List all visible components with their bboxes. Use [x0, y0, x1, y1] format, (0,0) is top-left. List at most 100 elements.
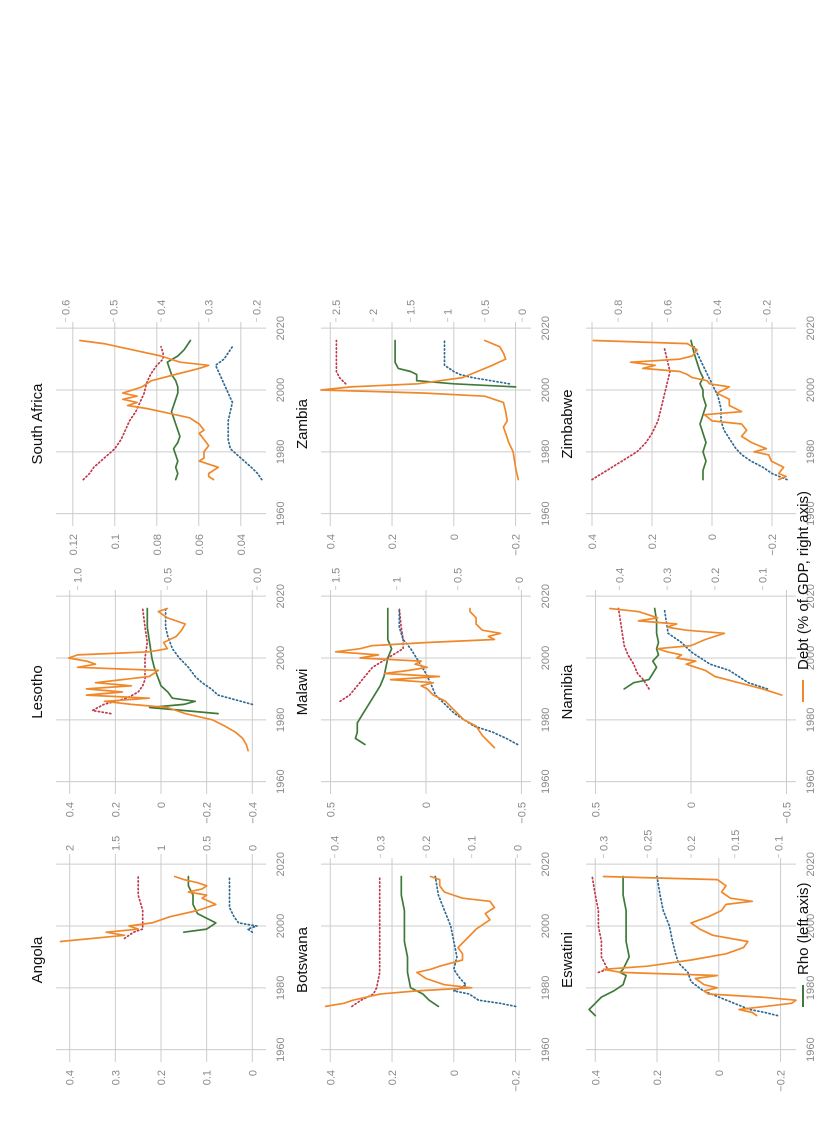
- x-tick-label: 1960: [540, 501, 552, 525]
- left-tick-label: 0.3: [110, 1070, 122, 1085]
- x-tick-label: 1960: [540, 769, 552, 793]
- x-tick-label: 2020: [540, 584, 552, 608]
- left-tick-label: 0.2: [110, 802, 122, 817]
- x-tick-label: 2000: [275, 914, 287, 938]
- left-tick-label: 0.4: [590, 1070, 602, 1085]
- left-tick-label: −0.2: [511, 1070, 523, 1092]
- panel-title: Namibia: [559, 664, 576, 720]
- panel-eswatini: Eswatini 1960 1980 2000 2020 0.4 0.2 0 −0.2 0.3 0.…: [559, 830, 817, 1092]
- left-tick-label: 0.12: [68, 534, 80, 555]
- left-tick-label: −0.5: [781, 802, 793, 824]
- debt-series-line: [320, 339, 520, 481]
- right-tick-label: 0.3: [662, 568, 674, 583]
- dotted-series-blue: [656, 875, 779, 1017]
- right-tick-label: 0.15: [730, 830, 742, 851]
- dotted-series-blue: [398, 607, 519, 746]
- right-tick-label: 0.5: [480, 300, 492, 315]
- rho-series-line: [690, 339, 707, 481]
- x-tick-label: 2000: [540, 378, 552, 402]
- left-tick-label: 0.4: [587, 534, 599, 549]
- dotted-series-red: [335, 339, 347, 385]
- legend: Rho (left axis) Debt (% of GDP, right axi…: [795, 491, 812, 1007]
- left-tick-label: 0: [421, 802, 433, 808]
- left-tick-label: 0.4: [325, 534, 337, 549]
- x-tick-label: 1980: [540, 976, 552, 1000]
- panel-angola: Angola 1960 1980 2000 2020 0.4 0.3 0.2 0.1 0 2 1.5 1…: [29, 836, 287, 1086]
- left-tick-label: 0.2: [387, 534, 399, 549]
- left-tick-label: 0.2: [647, 534, 659, 549]
- dotted-series-red: [591, 345, 671, 481]
- dotted-series-blue: [663, 607, 769, 690]
- legend-label: Rho (left axis): [795, 882, 812, 975]
- left-tick-label: 0.4: [65, 802, 77, 817]
- x-tick-label: 2020: [805, 852, 817, 876]
- right-tick-label: 0.1: [758, 568, 770, 583]
- debt-series-line: [59, 875, 217, 943]
- right-tick-label: 1: [392, 577, 404, 583]
- right-tick-label: 0.4: [614, 568, 626, 583]
- debt-series-line: [602, 875, 797, 1017]
- x-tick-label: 2020: [540, 852, 552, 876]
- left-tick-label: −0.5: [516, 802, 528, 824]
- right-tick-label: 1.5: [405, 300, 417, 315]
- left-tick-label: 0: [247, 1070, 259, 1076]
- rho-series-line: [623, 607, 660, 690]
- x-tick-label: 1960: [275, 769, 287, 793]
- right-tick-label: 0.0: [252, 568, 264, 583]
- left-tick-label: 0.06: [194, 534, 206, 555]
- panel-title: Eswatini: [559, 932, 576, 988]
- panel-title: Botswana: [294, 926, 311, 993]
- left-tick-label: 0.5: [591, 802, 603, 817]
- x-tick-label: 2020: [275, 584, 287, 608]
- x-tick-label: 1980: [805, 976, 817, 1000]
- x-tick-label: 2020: [275, 852, 287, 876]
- debt-series-line: [79, 339, 220, 481]
- panel-malawi: Malawi 1960 1980 2000 2020 0.5 0 −0.5 1.5 1 0.5 0: [294, 568, 552, 824]
- left-tick-label: 0.4: [65, 1070, 77, 1085]
- panel-zimbabwe: Zimbabwe 1960 1980 2000 2020 0.4 0.2 0 −0.2 0.8 0.…: [559, 300, 817, 556]
- x-tick-label: 2020: [540, 316, 552, 340]
- panel-title: Zimbabwe: [559, 389, 576, 458]
- right-tick-label: 0.2: [421, 836, 433, 851]
- right-tick-label: 0.3: [204, 300, 216, 315]
- left-tick-label: 0: [707, 534, 719, 540]
- dotted-series-blue: [693, 345, 788, 481]
- right-tick-label: 0.8: [613, 300, 625, 315]
- x-tick-label: 1960: [540, 1037, 552, 1061]
- right-tick-label: 0.25: [642, 830, 654, 851]
- left-tick-label: −0.2: [767, 534, 779, 556]
- right-tick-label: 1: [443, 309, 455, 315]
- x-tick-label: 1960: [805, 501, 817, 525]
- panel-title: Malawi: [294, 669, 311, 716]
- right-tick-label: 0.2: [686, 836, 698, 851]
- right-tick-label: 0.6: [663, 300, 675, 315]
- debt-series-line: [324, 875, 496, 1008]
- debt-series-line: [334, 607, 502, 749]
- right-tick-label: 0.5: [162, 568, 174, 583]
- panel-namibia: Namibia 1960 1980 2000 2020 0.5 0 −0.5 0.4 0.3 0.2…: [559, 568, 817, 824]
- dotted-series-red: [91, 607, 149, 715]
- left-tick-label: 0.08: [152, 534, 164, 555]
- rho-series-line: [182, 875, 217, 934]
- dotted-series-blue: [434, 875, 517, 1008]
- rho-series-line: [400, 875, 440, 1008]
- right-tick-label: 2.5: [331, 300, 343, 315]
- left-tick-label: 0.04: [236, 534, 248, 555]
- x-tick-label: 2000: [805, 914, 817, 938]
- left-tick-label: −0.2: [776, 1070, 788, 1092]
- right-tick-label: 0: [514, 577, 526, 583]
- debt-series-line: [592, 339, 787, 481]
- x-tick-label: 2020: [275, 316, 287, 340]
- right-tick-label: 0.1: [467, 836, 479, 851]
- left-tick-label: −0.2: [202, 802, 214, 824]
- left-tick-label: 0: [449, 1070, 461, 1076]
- dotted-series-blue: [164, 607, 254, 706]
- debt-series-line: [609, 607, 783, 696]
- right-tick-label: 2: [368, 309, 380, 315]
- right-tick-label: 0.1: [774, 836, 786, 851]
- rho-series-line: [394, 339, 517, 388]
- x-tick-label: 1960: [275, 1037, 287, 1061]
